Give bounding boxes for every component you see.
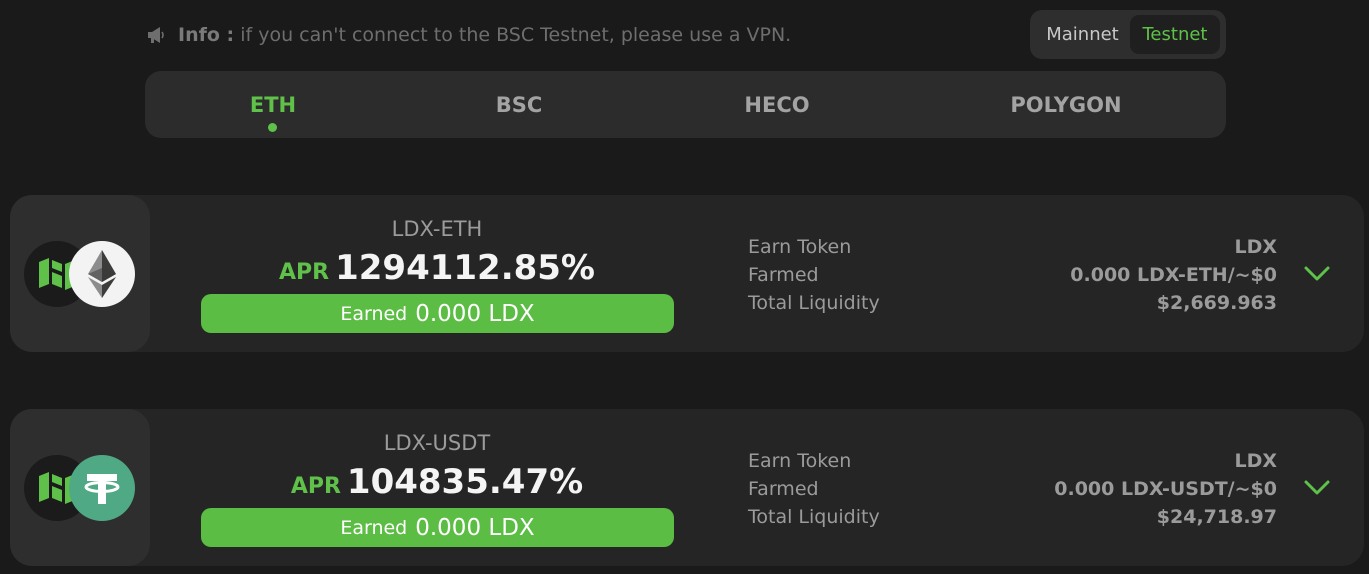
pair-logo-box [10, 195, 150, 352]
total-liquidity-value: $2,669.963 [1156, 292, 1277, 314]
earned-value: 0.000 LDX [415, 300, 535, 327]
apr-value: 104835.47% [346, 462, 584, 502]
farm-info-values: LDX 0.000 LDX-ETH/~$0 $2,669.963 [1070, 233, 1277, 317]
apr-line: APR 104835.47% [200, 462, 674, 502]
apr-label: APR [290, 474, 341, 499]
pair-logo-box [10, 409, 150, 566]
farmed-label: Farmed [748, 264, 819, 286]
farmed-label: Farmed [748, 478, 819, 500]
earned-bar: Earned 0.000 LDX [201, 294, 674, 333]
chevron-down-icon[interactable] [1303, 477, 1331, 497]
chain-tabs: ETH BSC HECO POLYGON [145, 71, 1226, 138]
earn-token-label: Earn Token [748, 236, 852, 258]
total-liquidity-value: $24,718.97 [1156, 506, 1277, 528]
pair-name: LDX-USDT [383, 431, 491, 455]
total-liquidity-label: Total Liquidity [748, 292, 880, 314]
earn-token-value: LDX [1234, 450, 1277, 472]
testnet-option[interactable]: Testnet [1130, 15, 1220, 54]
farm-card-ldx-eth: LDX-ETH APR 1294112.85% Earned 0.000 LDX … [10, 195, 1364, 352]
active-tab-indicator [268, 123, 277, 132]
ethereum-logo-icon [69, 241, 135, 307]
tether-logo-icon [69, 455, 135, 521]
megaphone-icon [146, 25, 166, 45]
farm-card-ldx-usdt: LDX-USDT APR 104835.47% Earned 0.000 LDX … [10, 409, 1364, 566]
earned-bar: Earned 0.000 LDX [201, 508, 674, 547]
tab-heco[interactable]: HECO [744, 92, 810, 117]
farmed-value: 0.000 LDX-ETH/~$0 [1070, 264, 1277, 286]
info-banner: Info : if you can't connect to the BSC T… [146, 22, 791, 48]
apr-label: APR [279, 260, 330, 285]
farm-info-values: LDX 0.000 LDX-USDT/~$0 $24,718.97 [1054, 447, 1277, 531]
apr-value: 1294112.85% [335, 248, 595, 288]
chevron-down-icon[interactable] [1303, 263, 1331, 283]
network-toggle: Mainnet Testnet [1030, 10, 1226, 59]
pair-name: LDX-ETH [391, 217, 483, 241]
total-liquidity-label: Total Liquidity [748, 506, 880, 528]
earn-token-value: LDX [1234, 236, 1277, 258]
earned-label: Earned [340, 302, 408, 325]
farm-info-labels: Earn Token Farmed Total Liquidity [748, 447, 880, 531]
farmed-value: 0.000 LDX-USDT/~$0 [1054, 478, 1277, 500]
apr-line: APR 1294112.85% [200, 248, 674, 288]
earned-value: 0.000 LDX [415, 514, 535, 541]
tab-bsc[interactable]: BSC [495, 92, 543, 117]
earn-token-label: Earn Token [748, 450, 852, 472]
mainnet-option[interactable]: Mainnet [1046, 24, 1119, 45]
tab-polygon[interactable]: POLYGON [1010, 92, 1122, 117]
info-message: if you can't connect to the BSC Testnet,… [240, 24, 792, 46]
farm-info-labels: Earn Token Farmed Total Liquidity [748, 233, 880, 317]
earned-label: Earned [340, 516, 408, 539]
info-label: Info : [178, 24, 235, 46]
tab-eth[interactable]: ETH [249, 92, 297, 117]
